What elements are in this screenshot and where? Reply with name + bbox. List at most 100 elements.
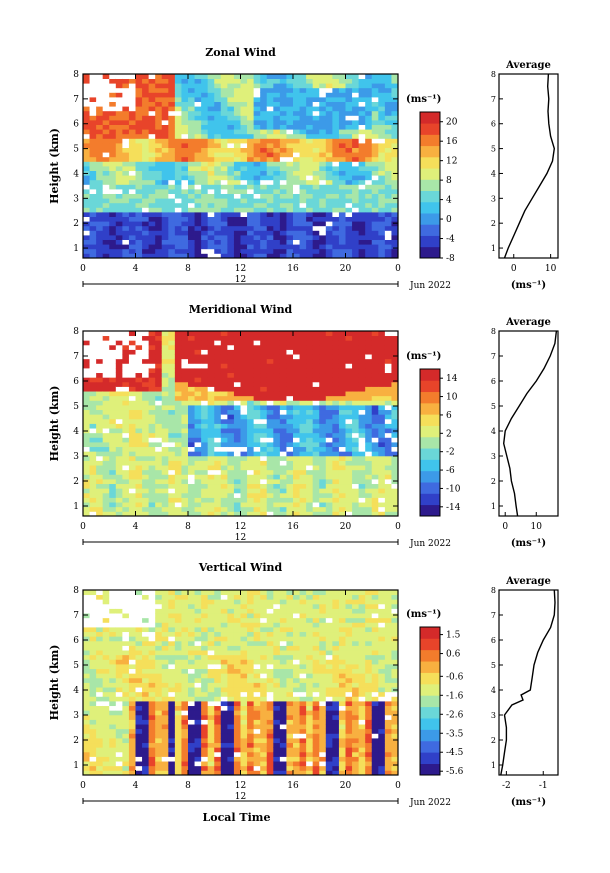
heatmap-cell	[325, 506, 333, 512]
heatmap-cell	[188, 594, 195, 600]
heatmap-cell	[332, 331, 340, 337]
heatmap-cell	[181, 418, 189, 424]
heatmap-cell	[279, 97, 287, 102]
heatmap-cell	[247, 460, 255, 466]
heatmap-cell	[102, 193, 110, 199]
heatmap-cell	[220, 479, 228, 485]
heatmap-cell	[109, 189, 117, 194]
heatmap-cell	[260, 230, 268, 236]
heatmap-cell	[161, 381, 169, 387]
heatmap-cell	[115, 175, 123, 181]
heatmap-cell	[306, 423, 314, 429]
heatmap-cell	[306, 202, 314, 208]
heatmap-cell	[279, 221, 287, 227]
heatmap-cell	[253, 235, 261, 240]
heatmap-cell	[371, 479, 379, 485]
heatmap-cell	[115, 668, 123, 674]
heatmap-cell	[96, 594, 104, 600]
heatmap-cell	[247, 483, 255, 489]
heatmap-cell	[378, 506, 386, 512]
heatmap-cell	[207, 87, 215, 93]
heatmap-cell	[161, 405, 169, 411]
heatmap-cell	[142, 92, 150, 98]
heatmap-cell	[155, 705, 163, 711]
heatmap-cell	[338, 386, 346, 392]
heatmap-cell	[345, 156, 353, 162]
heatmap-cell	[155, 386, 163, 392]
heatmap-cell	[194, 765, 202, 771]
heatmap-cell	[312, 502, 320, 508]
heatmap-cell	[89, 340, 97, 346]
heatmap-cell	[174, 340, 182, 346]
heatmap-cell	[345, 202, 353, 208]
heatmap-cell	[96, 124, 104, 130]
heatmap-cell	[135, 156, 143, 162]
heatmap-cell	[358, 248, 366, 254]
heatmap-cell	[148, 101, 156, 107]
heatmap-cell	[122, 650, 130, 656]
heatmap-cell	[115, 335, 123, 341]
heatmap-cell	[338, 344, 346, 350]
heatmap-cell	[214, 645, 222, 651]
heatmap-cell	[142, 124, 150, 130]
heatmap-cell	[378, 479, 386, 485]
average-y-tick-label: 5	[491, 402, 496, 411]
heatmap-cell	[352, 488, 360, 494]
heatmap-cell	[227, 97, 235, 102]
heatmap-cell	[128, 87, 136, 93]
heatmap-cell	[181, 603, 189, 609]
heatmap-cell	[174, 184, 182, 190]
heatmap-cell	[142, 719, 150, 725]
heatmap-cell	[181, 207, 189, 213]
heatmap-cell	[338, 414, 346, 420]
heatmap-cell	[135, 101, 143, 107]
heatmap-cell	[142, 756, 150, 762]
heatmap-cell	[194, 193, 202, 199]
heatmap-cell	[194, 770, 202, 776]
heatmap-cell	[338, 253, 346, 259]
heatmap-cell	[391, 193, 399, 199]
heatmap-cell	[279, 455, 287, 461]
heatmap-cell	[201, 202, 209, 208]
heatmap-cell	[102, 253, 110, 259]
heatmap-cell	[299, 152, 307, 158]
heatmap-cell	[89, 230, 97, 236]
heatmap-cell	[102, 705, 110, 711]
heatmap-cell	[181, 673, 189, 679]
heatmap-cell	[338, 363, 346, 369]
heatmap-cell	[247, 212, 255, 217]
heatmap-cell	[83, 423, 90, 429]
heatmap-cell	[273, 253, 281, 259]
heatmap-cell	[128, 189, 136, 194]
heatmap-cell	[174, 395, 182, 401]
heatmap-cell	[128, 221, 136, 227]
heatmap-cell	[188, 677, 195, 683]
heatmap-cell	[352, 143, 360, 148]
heatmap-cell	[273, 400, 281, 406]
average-y-tick-label: 1	[491, 244, 496, 253]
heatmap-cell	[214, 143, 222, 148]
heatmap-cell	[358, 235, 366, 240]
heatmap-cell	[227, 101, 235, 107]
heatmap-cell	[207, 386, 215, 392]
heatmap-cell	[148, 87, 156, 93]
heatmap-cell	[352, 179, 360, 185]
heatmap-cell	[391, 156, 399, 162]
heatmap-cell	[142, 645, 150, 651]
heatmap-cell	[201, 654, 209, 660]
heatmap-cell	[96, 622, 104, 628]
heatmap-cell	[266, 189, 274, 194]
heatmap-cell	[128, 368, 136, 374]
heatmap-cell	[325, 400, 333, 406]
heatmap-cell	[273, 170, 281, 176]
heatmap-cell	[174, 446, 182, 452]
heatmap-cell	[96, 446, 104, 452]
heatmap-cell	[155, 253, 163, 259]
heatmap-cell	[260, 184, 268, 190]
heatmap-cell	[247, 115, 255, 121]
heatmap-cell	[352, 244, 360, 250]
heatmap-cell	[391, 189, 399, 194]
heatmap-cell	[220, 738, 228, 744]
heatmap-cell	[214, 617, 222, 623]
heatmap-cell	[96, 193, 104, 199]
